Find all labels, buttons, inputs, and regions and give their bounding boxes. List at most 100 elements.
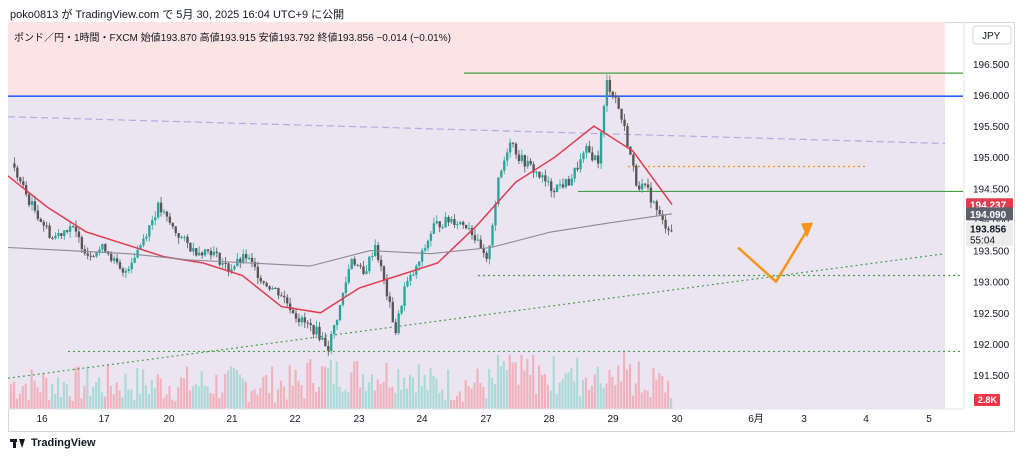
- candle-body: [203, 249, 207, 256]
- price-chart[interactable]: 196.500 196.000 195.500 195.000 194.500 194.0…: [8, 22, 1015, 432]
- volume-bar: [455, 395, 458, 409]
- volume-bar: [529, 375, 532, 409]
- price-axis: 196.500 196.000 195.500 195.000 194.500 194.0…: [973, 60, 1010, 382]
- volume-bar: [162, 397, 165, 409]
- volume-bar: [508, 354, 511, 409]
- volume-bar: [98, 377, 101, 409]
- volume-bar: [623, 350, 626, 409]
- x-tick-label: 23: [353, 414, 365, 425]
- candle-body: [643, 183, 647, 185]
- candle-body: [36, 210, 40, 219]
- price-label-bg: [966, 221, 1013, 246]
- volume-bar: [118, 390, 121, 409]
- volume-bar: [235, 370, 238, 409]
- candle-body: [98, 249, 101, 253]
- drawn-lines: [8, 72, 963, 379]
- candle-body: [130, 262, 133, 270]
- volume-bar: [546, 384, 549, 409]
- candle-body: [353, 258, 356, 265]
- volume-bar: [318, 387, 321, 409]
- volume-bar: [567, 372, 570, 409]
- candle-body: [564, 179, 568, 188]
- candle-body: [110, 253, 113, 261]
- symbol-label[interactable]: ポンド／円・1時間・FXCM: [14, 33, 138, 44]
- candle-body: [441, 227, 444, 229]
- volume-bar: [288, 365, 291, 409]
- candle-body: [230, 269, 233, 272]
- candle-body: [608, 80, 612, 92]
- volume-bar: [306, 362, 309, 409]
- open-label: 始値: [140, 33, 161, 44]
- volume-bar: [652, 368, 655, 409]
- candle-body: [379, 259, 383, 267]
- volume-bar: [417, 364, 420, 409]
- candle-body: [256, 266, 260, 278]
- volume-bar: [596, 366, 599, 409]
- candle-body: [459, 222, 462, 225]
- volume-bar: [15, 398, 18, 409]
- candle-body: [591, 152, 594, 161]
- candle-body: [632, 154, 635, 166]
- volume-bar: [18, 393, 21, 409]
- candle-body: [227, 263, 230, 272]
- candle-body: [511, 142, 515, 144]
- volume-bar: [27, 400, 30, 409]
- volume-bar: [491, 377, 494, 409]
- candle-body: [403, 286, 406, 306]
- volume-bar: [403, 377, 406, 409]
- volume-bar: [312, 382, 315, 409]
- volume-bar: [265, 374, 268, 409]
- candle-body: [588, 146, 591, 153]
- volume-bar: [227, 370, 230, 409]
- candle-body: [124, 270, 128, 273]
- volume-bar: [71, 401, 74, 409]
- volume-bar: [218, 397, 221, 409]
- volume-bar: [83, 386, 86, 409]
- x-tick-label: 17: [98, 414, 110, 425]
- x-tick-label: 6月: [748, 413, 764, 425]
- volume-bar: [253, 389, 256, 409]
- volume-bar: [450, 399, 453, 409]
- volume-bar: [670, 397, 673, 409]
- candle-body: [306, 322, 309, 324]
- candle-body: [16, 167, 19, 178]
- candle-body: [54, 235, 57, 239]
- tradingview-logo[interactable]: TradingView: [10, 437, 96, 449]
- volume-bar: [300, 385, 303, 409]
- volume-bar: [359, 387, 362, 409]
- volume-bar: [285, 399, 288, 409]
- candle-body: [183, 236, 186, 238]
- candle-body: [315, 326, 318, 335]
- candle-body: [74, 226, 78, 232]
- candle-body: [371, 255, 374, 257]
- candle-body: [283, 295, 286, 298]
- volume-bar: [535, 393, 538, 409]
- volume-bar: [323, 366, 326, 409]
- y-tick-label: 194.500: [973, 184, 1010, 195]
- candle-body: [250, 257, 254, 263]
- volume-bar: [109, 386, 112, 409]
- candle-body: [550, 181, 553, 191]
- candle-body: [661, 214, 664, 220]
- candle-body: [189, 243, 192, 252]
- candle-body: [567, 179, 570, 186]
- candle-body: [177, 233, 180, 238]
- volume-bar: [282, 386, 285, 409]
- volume-bar: [150, 380, 153, 409]
- candle-body: [488, 245, 491, 259]
- candle-body: [168, 216, 172, 223]
- volume-bar: [320, 366, 324, 409]
- y-tick-label: 195.500: [973, 122, 1010, 133]
- volume-bar: [549, 390, 552, 409]
- candle-body: [162, 211, 166, 213]
- volume-bar: [540, 374, 544, 409]
- volume-bar: [579, 396, 582, 409]
- candle-body: [288, 303, 292, 311]
- candle-body: [503, 160, 506, 171]
- volume-bar: [77, 366, 80, 409]
- open-value: 193.870: [160, 33, 197, 44]
- volume-bar: [174, 401, 177, 409]
- volume-bar: [347, 392, 350, 409]
- volume-bar: [523, 370, 526, 409]
- candle-body: [467, 227, 471, 229]
